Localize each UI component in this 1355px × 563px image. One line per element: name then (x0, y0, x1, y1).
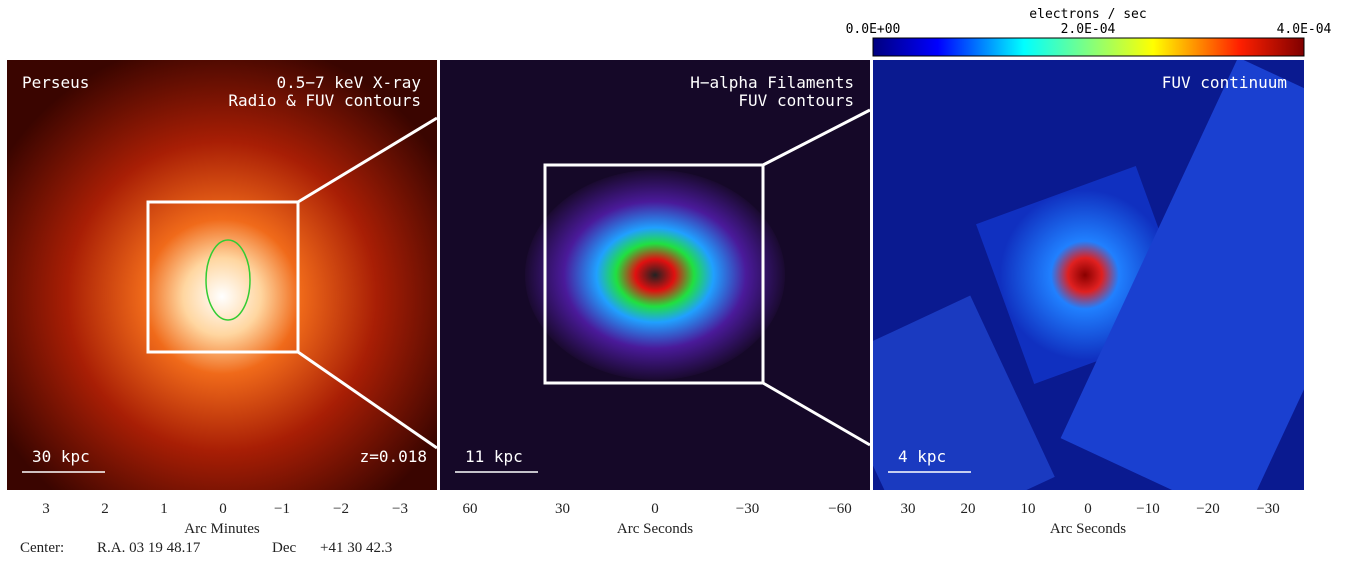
panel-label: H−alpha Filaments (690, 73, 854, 92)
fuv-image (873, 60, 1304, 490)
zoom-boxes (146, 108, 871, 450)
x-tick-label: −30 (1256, 501, 1279, 517)
x-tick-label: −20 (1196, 501, 1219, 517)
x-tick-label: −1 (274, 501, 290, 517)
colorbar-label: 4.0E-04 (1277, 22, 1332, 37)
colorbar-label: 0.0E+00 (846, 22, 901, 37)
scale-bar-label: 4 kpc (898, 447, 946, 466)
x-tick-label: 2 (101, 501, 109, 517)
redshift: z=0.018 (360, 447, 427, 466)
panel-label: 0.5−7 keV X-ray (277, 73, 422, 92)
radio-contour (205, 239, 251, 321)
x-tick-label: −3 (392, 501, 408, 517)
x-tick-label: 30 (555, 501, 570, 517)
center-ra: R.A. 03 19 48.17 (97, 540, 201, 556)
x-tick-label: −2 (333, 501, 349, 517)
colorbar-title: electrons / sec (1029, 7, 1146, 22)
x-tick-label: 0 (1084, 501, 1092, 517)
colorbar (872, 37, 1305, 57)
halpha-filaments (525, 170, 785, 380)
panel-label: FUV contours (738, 91, 854, 110)
x-tick-label: 60 (463, 501, 478, 517)
panel-label: FUV continuum (1162, 73, 1287, 92)
x-tick-label: −10 (1136, 501, 1159, 517)
axis-label: Arc Seconds (617, 521, 693, 537)
x-tick-label: −30 (736, 501, 759, 517)
center-dec-label: Dec (272, 540, 296, 556)
colorbar-label: 2.0E-04 (1061, 22, 1116, 37)
axis-label: Arc Minutes (184, 521, 260, 537)
x-tick-label: 3 (42, 501, 50, 517)
x-tick-label: 0 (219, 501, 227, 517)
panel-label: Perseus (22, 73, 89, 92)
x-tick-label: 1 (160, 501, 168, 517)
axis-label: Arc Seconds (1050, 521, 1126, 537)
center-label: Center: (20, 540, 64, 556)
x-tick-label: 30 (901, 501, 916, 517)
center-dec: +41 30 42.3 (320, 540, 392, 556)
x-tick-label: 20 (961, 501, 976, 517)
xray-image (7, 60, 437, 490)
panel-label: Radio & FUV contours (228, 91, 421, 110)
scale-bar-label: 30 kpc (32, 447, 90, 466)
x-tick-label: 10 (1021, 501, 1036, 517)
x-tick-label: 0 (651, 501, 659, 517)
scale-bar-label: 11 kpc (465, 447, 523, 466)
x-tick-label: −60 (828, 501, 851, 517)
